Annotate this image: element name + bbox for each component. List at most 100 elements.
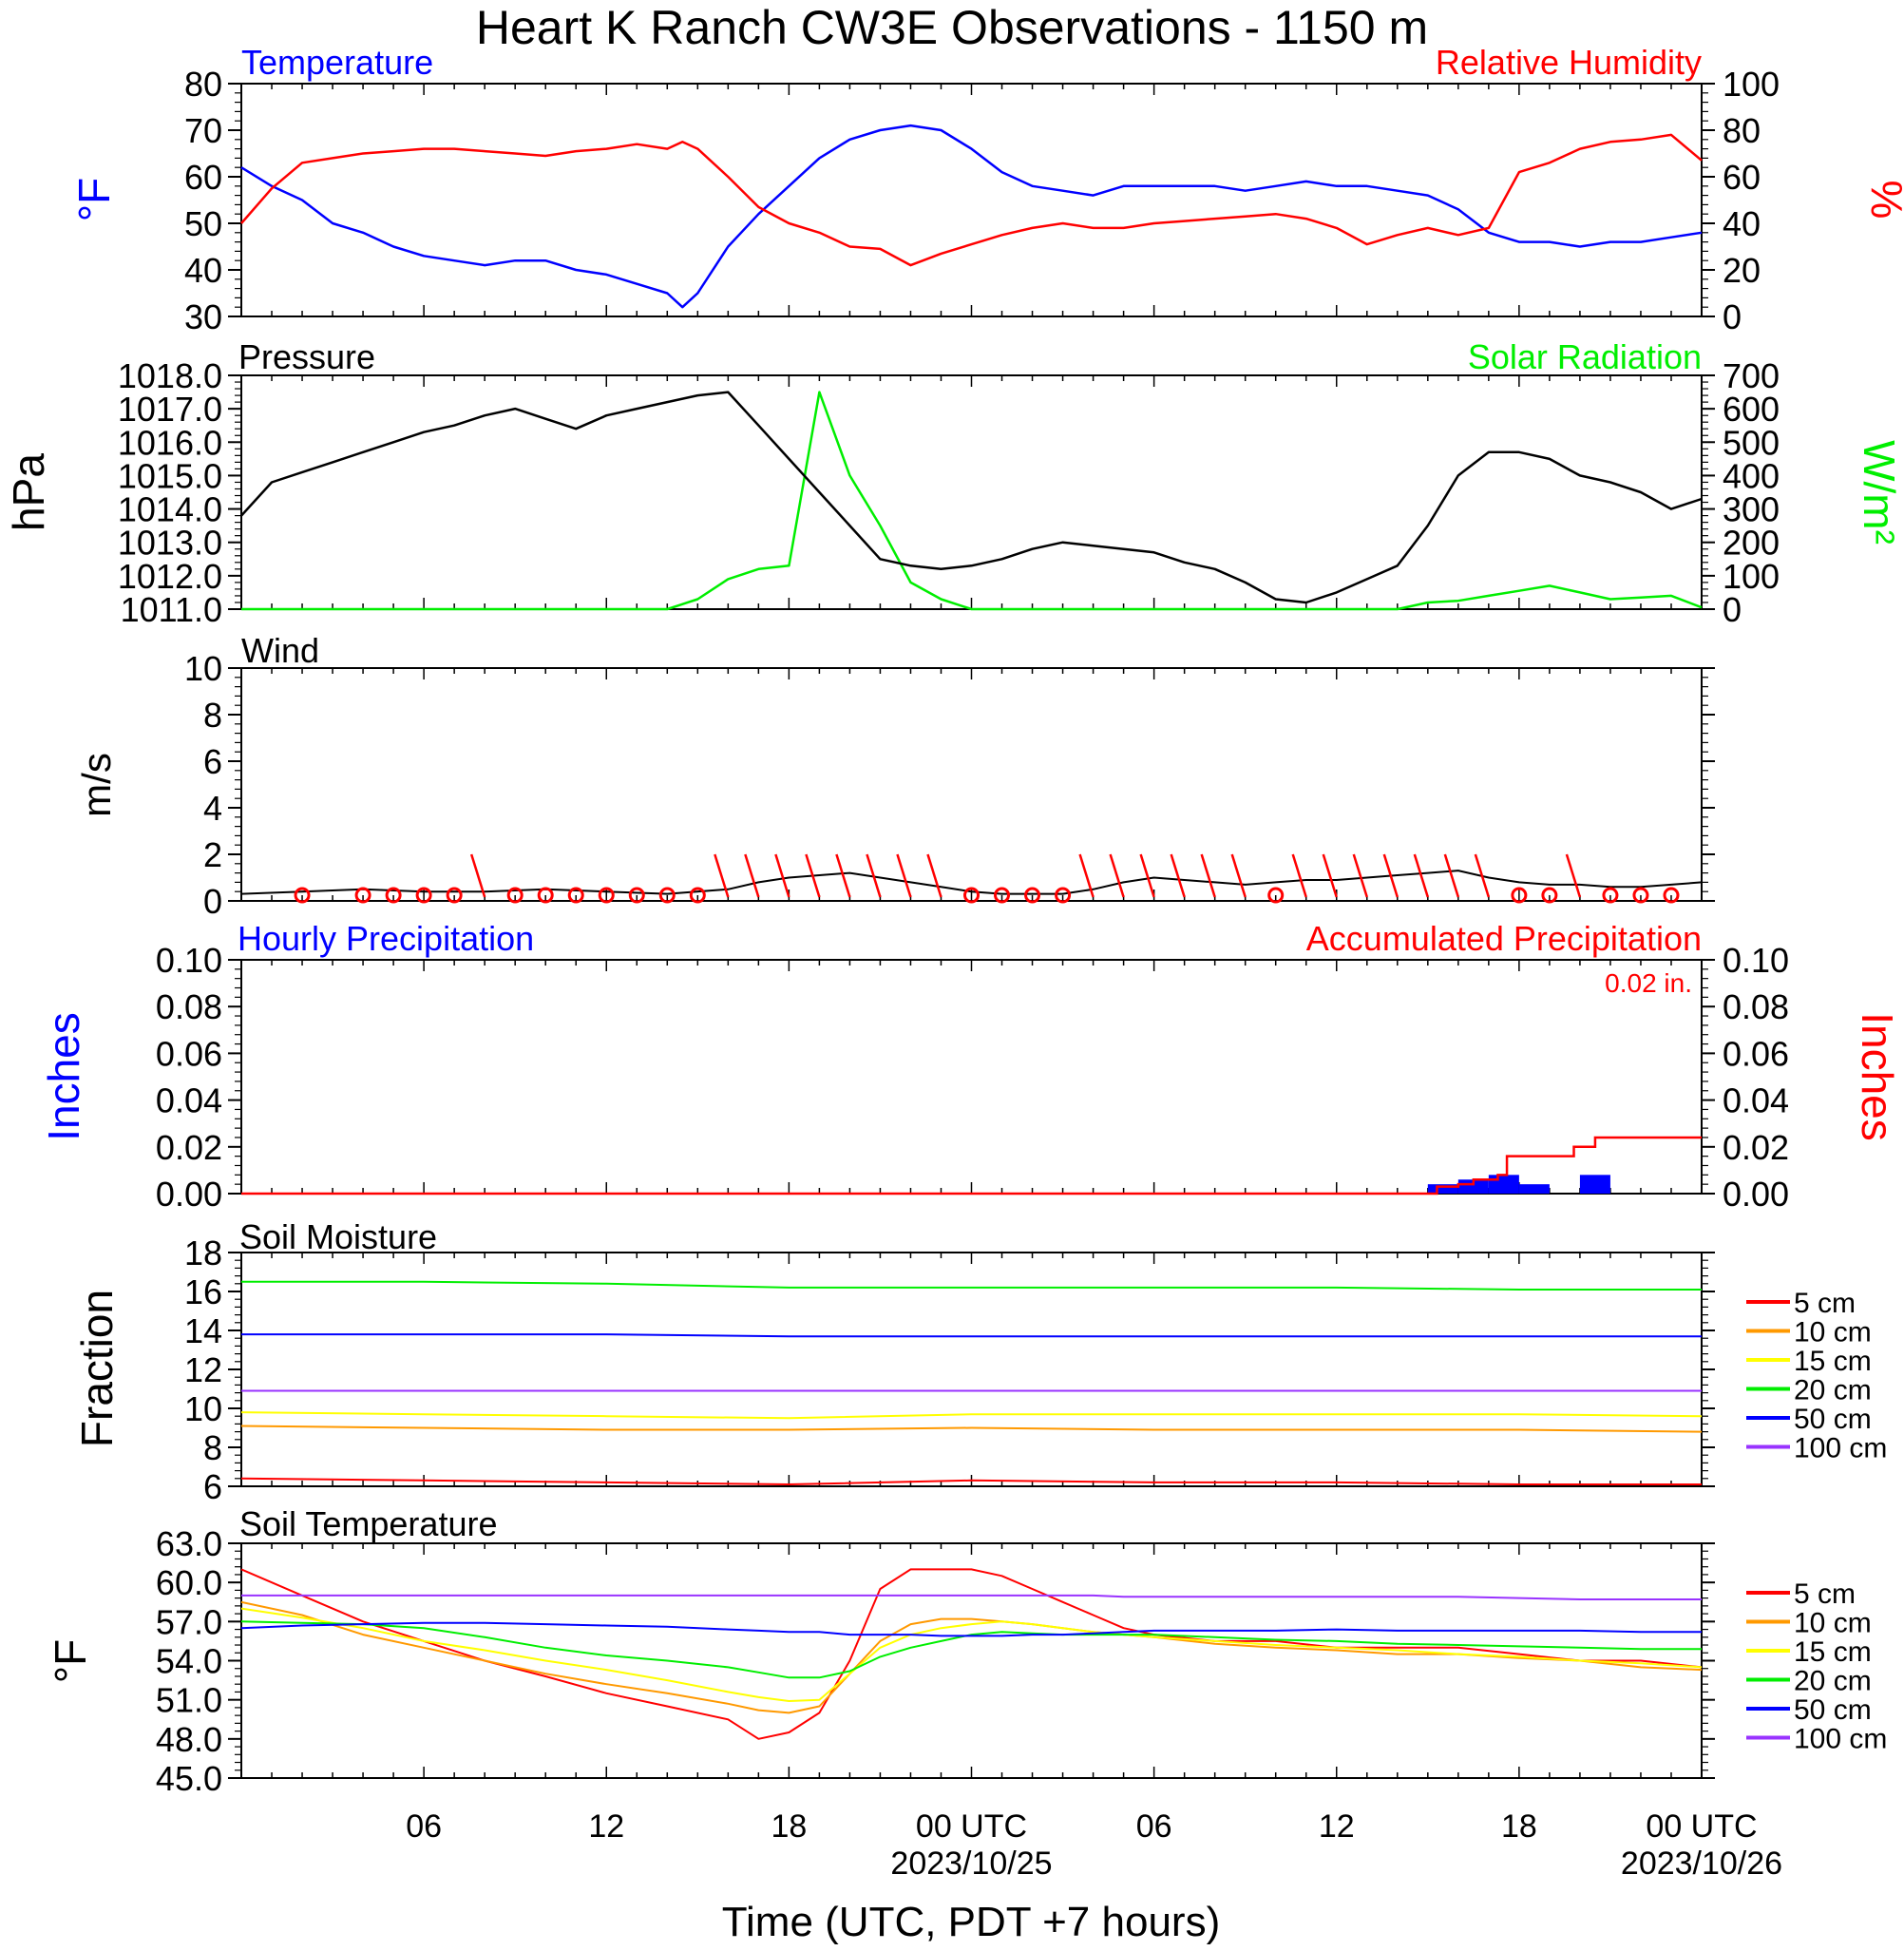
legend-label: 20 cm bbox=[1794, 1375, 1872, 1406]
wind-calm-marker bbox=[1632, 887, 1649, 904]
y-tick-label-right: 100 bbox=[1723, 65, 1780, 104]
y-axis-label-right: Inches bbox=[1853, 1012, 1902, 1141]
series-soil-temperature bbox=[240, 1568, 1703, 1740]
y-tick-label: 48.0 bbox=[156, 1720, 222, 1759]
y-tick-label-right: 0.04 bbox=[1723, 1081, 1789, 1120]
wind-barb bbox=[1474, 853, 1491, 898]
panel-title-solar: Solar Radiation bbox=[1468, 337, 1702, 376]
y-tick-label: 60.0 bbox=[156, 1563, 222, 1602]
wind-calm-marker bbox=[1663, 887, 1680, 904]
wind-barb bbox=[1170, 853, 1186, 898]
wind-calm-marker bbox=[385, 887, 402, 904]
series-soil-moisture bbox=[240, 1425, 1703, 1433]
y-axis-label-left: Inches bbox=[39, 1012, 88, 1141]
y-axis-label-left: m/s bbox=[74, 753, 119, 817]
y-tick-label: 0.06 bbox=[156, 1034, 222, 1073]
series-accumulated-precip bbox=[241, 1136, 1702, 1195]
wind-calm-marker bbox=[1055, 887, 1072, 904]
legend-label: 50 cm bbox=[1794, 1404, 1872, 1435]
plot-frame bbox=[240, 667, 1703, 902]
wind-barb bbox=[774, 853, 790, 898]
y-tick-label: 1016.0 bbox=[118, 423, 222, 462]
y-tick-label: 2 bbox=[203, 835, 222, 874]
y-tick-label: 54.0 bbox=[156, 1642, 222, 1681]
legend-label: 5 cm bbox=[1794, 1578, 1856, 1610]
y-axis-label-right: % bbox=[1862, 181, 1904, 220]
wind-barb bbox=[1352, 853, 1368, 898]
legend-label: 15 cm bbox=[1794, 1346, 1872, 1377]
wind-barb bbox=[1078, 853, 1095, 898]
x-tick-label: 06 bbox=[406, 1808, 442, 1845]
figure-title: Heart K Ranch CW3E Observations - 1150 m bbox=[476, 1, 1428, 54]
wind-barb bbox=[1382, 853, 1399, 898]
panel-title-humidity: Relative Humidity bbox=[1436, 43, 1702, 82]
wind-barb bbox=[1413, 853, 1430, 898]
legend-label: 100 cm bbox=[1794, 1433, 1887, 1464]
y-tick-label: 1012.0 bbox=[118, 557, 222, 596]
series-soil-moisture bbox=[240, 1411, 1703, 1420]
y-tick-label-right: 40 bbox=[1723, 204, 1761, 243]
wind-calm-marker bbox=[446, 887, 463, 904]
wind-barb bbox=[1443, 853, 1460, 898]
wind-barb bbox=[1200, 853, 1216, 898]
y-tick-label: 1018.0 bbox=[118, 356, 222, 395]
y-tick-label: 10 bbox=[184, 649, 222, 688]
y-tick-label: 16 bbox=[184, 1272, 222, 1311]
y-tick-label: 0.04 bbox=[156, 1081, 222, 1120]
y-tick-label-right: 80 bbox=[1723, 111, 1761, 150]
y-tick-label-right: 500 bbox=[1723, 423, 1780, 462]
plot-frame bbox=[240, 374, 1703, 610]
y-tick-label-right: 600 bbox=[1723, 390, 1780, 429]
y-tick-label: 1017.0 bbox=[118, 390, 222, 429]
panel-title-hourly-precip: Hourly Precipitation bbox=[238, 919, 534, 958]
wind-calm-marker bbox=[628, 887, 645, 904]
y-tick-label: 1013.0 bbox=[118, 524, 222, 563]
y-axis-label-left: °F bbox=[69, 178, 119, 222]
panel-pressure-solar: 1018.0 700 1017.0 600 1016.0 500 1015.0 400 1014… bbox=[4, 337, 1904, 629]
series-humidity bbox=[240, 133, 1703, 267]
wind-barb bbox=[469, 853, 486, 898]
wind-barb bbox=[1291, 853, 1307, 898]
wind-barb bbox=[866, 853, 882, 898]
panel-wind: 10 8 6 4 2 0 Wind m/s bbox=[74, 631, 1715, 921]
y-tick-label-right: 0.06 bbox=[1723, 1034, 1789, 1073]
legend-label: 15 cm bbox=[1794, 1636, 1872, 1668]
y-tick-label: 14 bbox=[184, 1311, 222, 1350]
date-label: 2023/10/26 bbox=[1621, 1846, 1782, 1882]
x-tick-label: 00 UTC bbox=[1646, 1808, 1757, 1845]
y-tick-label: 45.0 bbox=[156, 1759, 222, 1798]
y-tick-label: 1015.0 bbox=[118, 456, 222, 495]
plot-frame bbox=[240, 959, 1703, 1195]
y-tick-label: 18 bbox=[184, 1234, 222, 1272]
wind-barb bbox=[1322, 853, 1338, 898]
y-tick-label: 8 bbox=[203, 1428, 222, 1467]
y-tick-label: 0.00 bbox=[156, 1175, 222, 1214]
y-tick-label: 10 bbox=[184, 1389, 222, 1428]
y-axis-label-right: W/m² bbox=[1855, 440, 1904, 545]
wind-calm-marker bbox=[567, 887, 584, 904]
accum-total-annotation: 0.02 in. bbox=[1605, 968, 1692, 998]
wind-barb bbox=[926, 853, 942, 898]
wind-calm-marker bbox=[1602, 887, 1619, 904]
y-tick-label-right: 0.10 bbox=[1723, 941, 1789, 980]
wind-calm-marker bbox=[294, 887, 311, 904]
y-tick-label: 70 bbox=[184, 111, 222, 150]
series-soil-temperature bbox=[240, 1600, 1703, 1714]
y-tick-label: 63.0 bbox=[156, 1524, 222, 1563]
y-tick-label: 40 bbox=[184, 251, 222, 290]
y-axis-label-left: °F bbox=[46, 1639, 95, 1684]
y-tick-label: 0.02 bbox=[156, 1128, 222, 1167]
panel-temperature-humidity: 80 100 70 80 60 60 50 40 40 20 30 0 Temperature Relat… bbox=[69, 43, 1904, 336]
series-soil-moisture bbox=[240, 1477, 1702, 1485]
wind-calm-marker bbox=[994, 887, 1011, 904]
series-soil-moisture bbox=[241, 1333, 1702, 1338]
legend-label: 10 cm bbox=[1794, 1317, 1872, 1348]
legend-label: 10 cm bbox=[1794, 1608, 1872, 1639]
y-tick-label-right: 200 bbox=[1723, 524, 1780, 563]
wind-calm-marker bbox=[1024, 887, 1041, 904]
hourly-precip-bar bbox=[1427, 1184, 1458, 1194]
